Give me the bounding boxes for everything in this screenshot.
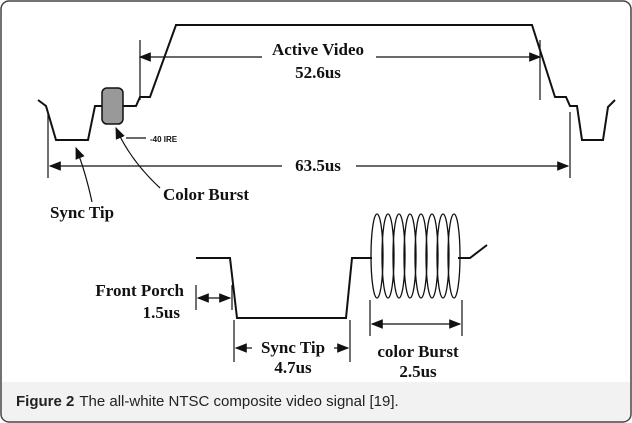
label: 52.6us xyxy=(295,63,341,82)
caption-label: Figure 2 xyxy=(16,393,74,410)
label: Front Porch xyxy=(95,281,184,300)
label: color Burst xyxy=(377,342,459,361)
label: Color Burst xyxy=(163,185,249,204)
signal-bottom xyxy=(196,244,488,319)
label: Sync Tip xyxy=(261,338,325,357)
label: 2.5us xyxy=(399,362,437,381)
pointer xyxy=(115,126,161,189)
burst-box xyxy=(101,87,124,125)
pointer xyxy=(75,146,93,203)
label: 1.5us xyxy=(143,303,181,322)
caption-text: The all-white NTSC composite video signa… xyxy=(79,393,398,410)
signal-top xyxy=(37,24,616,141)
label: -40 IRE xyxy=(150,135,178,144)
label: 63.5us xyxy=(295,156,341,175)
caption-band xyxy=(2,382,630,421)
burst-coil xyxy=(370,213,461,299)
label: Sync Tip xyxy=(50,203,114,222)
caption: Figure 2 The all-white NTSC composite vid… xyxy=(16,393,399,410)
label: 4.7us xyxy=(274,358,312,377)
label: Active Video xyxy=(272,40,364,59)
